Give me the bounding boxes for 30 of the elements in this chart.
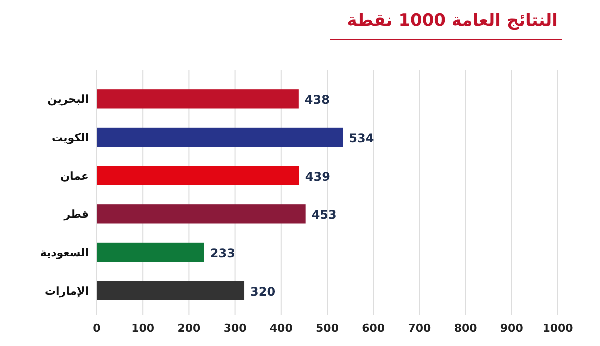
x-tick-label: 400 [270,322,294,335]
x-tick-label: 700 [408,322,432,335]
bar [97,242,204,262]
data-label: 439 [305,170,330,184]
y-tick-label: الكويت [52,132,89,144]
y-tick-label: البحرين [48,93,89,106]
x-tick-label: 800 [454,322,478,335]
chart-title: النتائج العامة 1000 نقطة [347,11,558,31]
bar [97,128,344,148]
data-label: 453 [312,208,337,222]
x-tick-label: 200 [178,322,202,335]
x-tick-label: 900 [500,322,524,335]
x-tick-label: 300 [224,322,248,335]
bar [97,90,299,109]
bar [97,166,300,186]
x-tick-label: 500 [316,322,340,335]
data-label: 438 [304,93,330,108]
bar [97,204,306,224]
x-tick-label: 0 [93,322,102,335]
y-tick-label: عمان [60,170,89,183]
y-tick-label: قطر [63,208,89,222]
x-tick-label: 1000 [542,322,574,335]
x-tick-label: 600 [362,322,386,335]
bar [97,281,245,300]
data-label: 233 [210,246,236,260]
x-tick-label: 100 [132,322,155,335]
y-tick-label: الإمارات [44,284,89,298]
data-label: 534 [349,132,374,146]
y-tick-label: السعودية [40,246,89,260]
data-label: 320 [250,284,276,299]
